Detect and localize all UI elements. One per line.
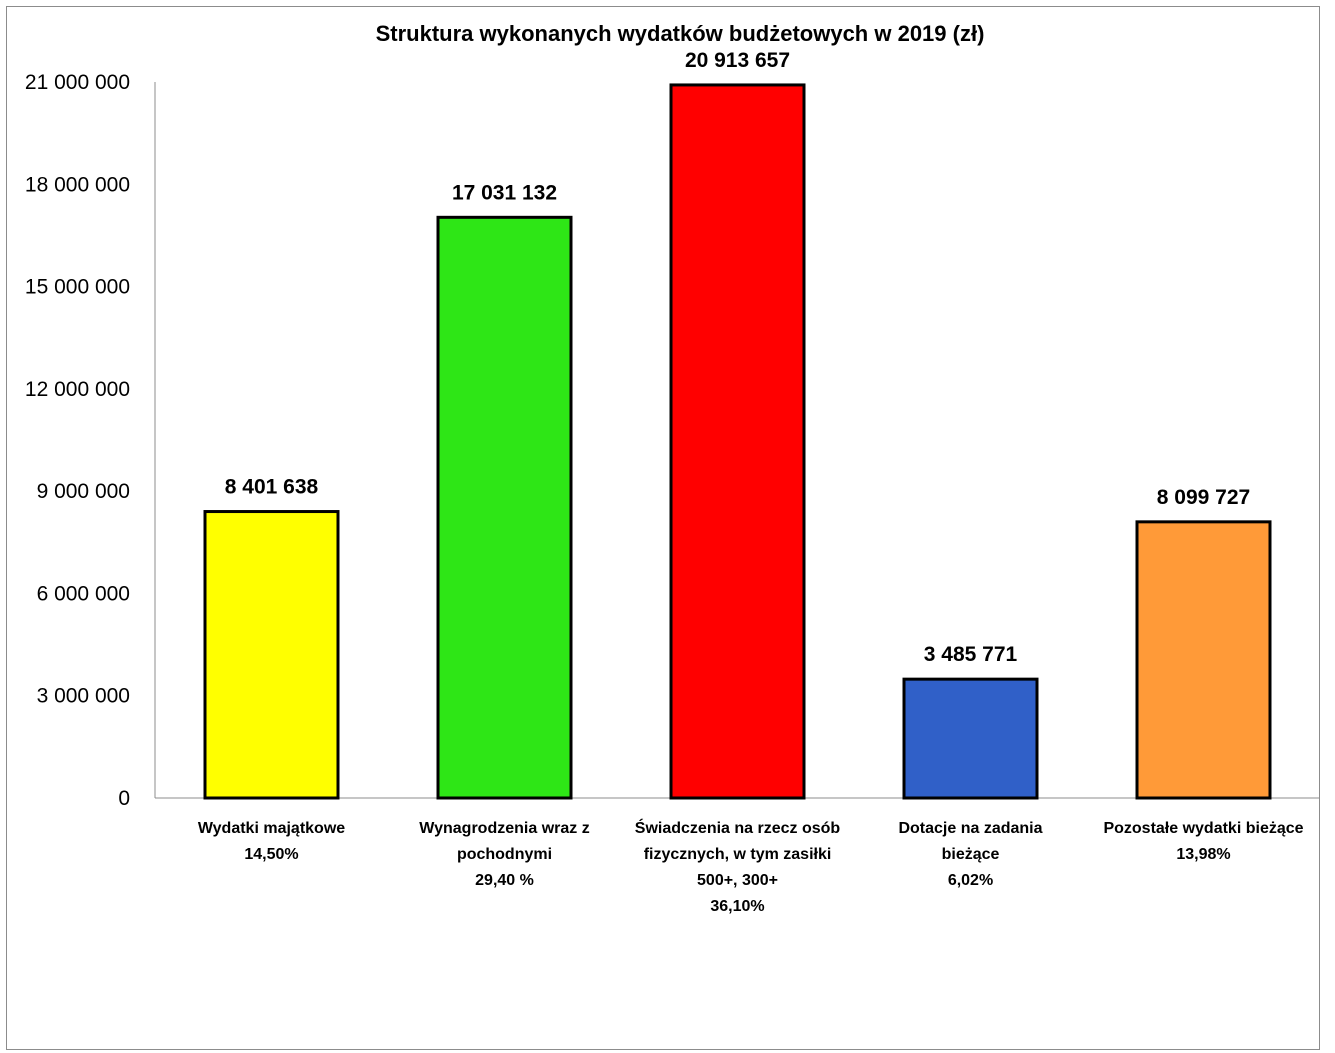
data-label: 17 031 132 <box>452 181 557 204</box>
x-tick-label: bieżące <box>942 846 1000 863</box>
y-tick-label: 12 000 000 <box>25 378 130 401</box>
bar-layer <box>203 83 1272 800</box>
x-tick-label: 14,50% <box>244 846 298 863</box>
bar <box>669 83 806 800</box>
y-tick-label: 6 000 000 <box>37 582 130 605</box>
data-label: 3 485 771 <box>924 643 1018 666</box>
y-tick-label: 3 000 000 <box>37 685 130 708</box>
y-tick-label: 15 000 000 <box>25 276 130 299</box>
x-tick-label: 500+, 300+ <box>697 872 778 889</box>
x-tick-label: 29,40 % <box>475 872 534 889</box>
x-tick-label: Pozostałe wydatki bieżące <box>1103 820 1303 837</box>
x-tick-label: 36,10% <box>710 898 764 915</box>
chart-title: Struktura wykonanych wydatków budżetowyc… <box>376 21 985 46</box>
y-tick-label: 18 000 000 <box>25 173 130 196</box>
data-label: 8 401 638 <box>225 476 319 499</box>
axis-layer: 0 3 000 000 6 000 000 9 000 000 12 000 000 15… <box>25 71 1320 810</box>
y-tick-label: 21 000 000 <box>25 71 130 94</box>
x-tick-label: Wynagrodzenia wraz z <box>419 820 589 837</box>
y-tick-label: 9 000 000 <box>37 480 130 503</box>
bar <box>203 510 340 800</box>
bar <box>436 215 573 800</box>
x-tick-label: Świadczenia na rzecz osób <box>635 818 841 837</box>
x-tick-label: pochodnymi <box>457 846 552 863</box>
x-tick-label: 6,02% <box>948 872 993 889</box>
label-layer: 8 401 638 Wydatki majątkowe 14,50% 17 031 1… <box>198 49 1304 915</box>
y-tick-label: 0 <box>118 787 130 810</box>
x-tick-label: Wydatki majątkowe <box>198 820 345 837</box>
x-tick-label: Dotacje na zadania <box>898 820 1042 837</box>
data-label: 8 099 727 <box>1157 486 1250 509</box>
bar <box>902 677 1039 800</box>
bar <box>1135 520 1272 800</box>
data-label: 20 913 657 <box>685 49 790 72</box>
x-tick-label: fizycznych, w tym zasiłki <box>644 846 832 863</box>
x-tick-label: 13,98% <box>1176 846 1230 863</box>
